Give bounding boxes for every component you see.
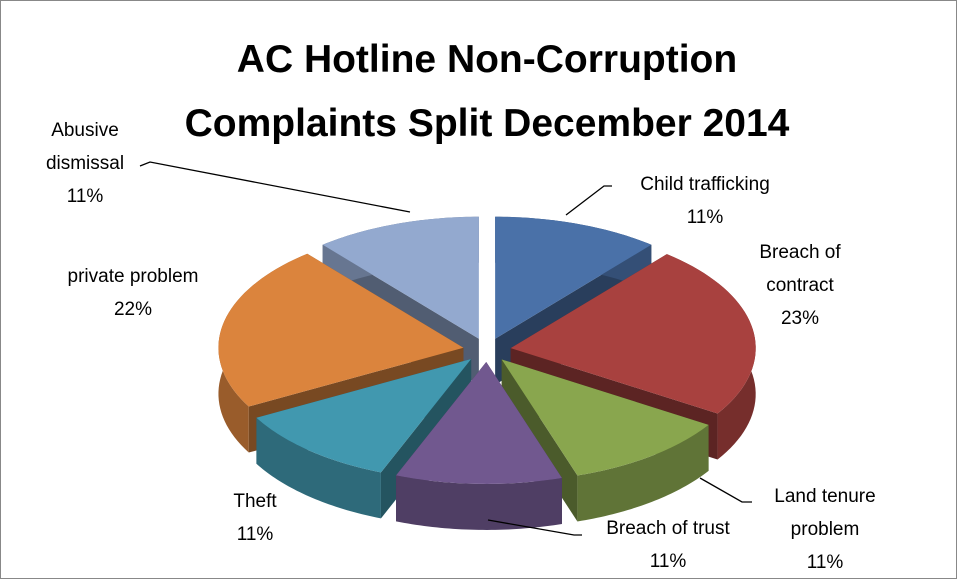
pie-slice — [501, 359, 709, 522]
category-label: private problem — [67, 266, 199, 287]
slice-top — [495, 216, 652, 339]
slice-top — [322, 216, 479, 339]
data-label: Abusive dismissal 11% — [30, 114, 140, 213]
data-label: Breach of contract 23% — [745, 236, 855, 335]
slice-edge — [577, 424, 709, 522]
data-label: Breach of trust 11% — [578, 512, 758, 578]
leader-lines — [139, 161, 752, 536]
chart-title: AC Hotline Non-Corruption Complaints Spl… — [184, 38, 790, 145]
category-label: Breach of contract — [759, 242, 841, 296]
percent-label: 23% — [780, 308, 820, 329]
category-label: Breach of trust — [606, 518, 730, 539]
slice-edge — [396, 475, 562, 530]
leader-line — [487, 519, 582, 536]
percent-label: 11% — [649, 551, 687, 572]
percent-label: 11% — [686, 207, 724, 228]
slice-top — [256, 358, 472, 473]
category-label: Abusive dismissal — [45, 120, 125, 174]
slice-top — [510, 254, 756, 414]
leader-line — [699, 477, 752, 503]
pie — [218, 216, 756, 530]
category-label: Theft — [233, 491, 277, 512]
slice-edge — [256, 417, 381, 519]
data-label: Theft 11% — [195, 485, 315, 551]
percent-label: 11% — [66, 186, 104, 207]
pie-slice — [396, 361, 562, 530]
slice-top — [218, 253, 464, 407]
percent-label: 11% — [236, 524, 274, 545]
slice-top — [501, 359, 709, 476]
data-label: Land tenure problem 11% — [760, 480, 890, 579]
slice-top — [396, 361, 562, 484]
percent-label: 22% — [113, 299, 153, 320]
data-label: Child trafficking 11% — [640, 168, 770, 234]
data-label: private problem 22% — [28, 260, 238, 326]
leader-line — [565, 185, 612, 216]
category-label: Child trafficking — [640, 174, 770, 195]
leader-line — [139, 161, 411, 213]
percent-label: 11% — [806, 552, 844, 573]
category-label: Land tenure problem — [774, 486, 876, 540]
